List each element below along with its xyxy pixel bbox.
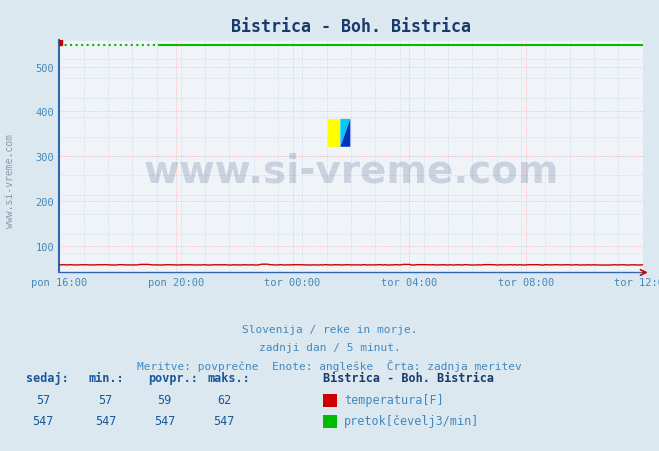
- Polygon shape: [340, 120, 351, 147]
- Text: 547: 547: [214, 414, 235, 427]
- Text: Meritve: povprečne  Enote: angleške  Črta: zadnja meritev: Meritve: povprečne Enote: angleške Črta:…: [137, 359, 522, 371]
- Text: zadnji dan / 5 minut.: zadnji dan / 5 minut.: [258, 342, 401, 352]
- Title: Bistrica - Boh. Bistrica: Bistrica - Boh. Bistrica: [231, 18, 471, 36]
- Text: Slovenija / reke in morje.: Slovenija / reke in morje.: [242, 325, 417, 335]
- Text: 547: 547: [32, 414, 53, 427]
- Text: sedaj:: sedaj:: [26, 371, 69, 384]
- Text: www.si-vreme.com: www.si-vreme.com: [143, 152, 559, 189]
- Text: Bistrica - Boh. Bistrica: Bistrica - Boh. Bistrica: [323, 371, 494, 384]
- Text: 547: 547: [95, 414, 116, 427]
- Text: 59: 59: [158, 393, 172, 406]
- Text: povpr.:: povpr.:: [148, 371, 198, 384]
- Text: 62: 62: [217, 393, 231, 406]
- Text: pretok[čevelj3/min]: pretok[čevelj3/min]: [344, 414, 479, 427]
- Text: www.si-vreme.com: www.si-vreme.com: [5, 133, 15, 227]
- Text: 547: 547: [154, 414, 175, 427]
- Text: maks.:: maks.:: [208, 371, 250, 384]
- Bar: [328, 120, 340, 147]
- Text: temperatura[F]: temperatura[F]: [344, 393, 444, 406]
- Text: min.:: min.:: [89, 371, 125, 384]
- Polygon shape: [340, 120, 351, 147]
- Text: 57: 57: [98, 393, 113, 406]
- Text: 57: 57: [36, 393, 50, 406]
